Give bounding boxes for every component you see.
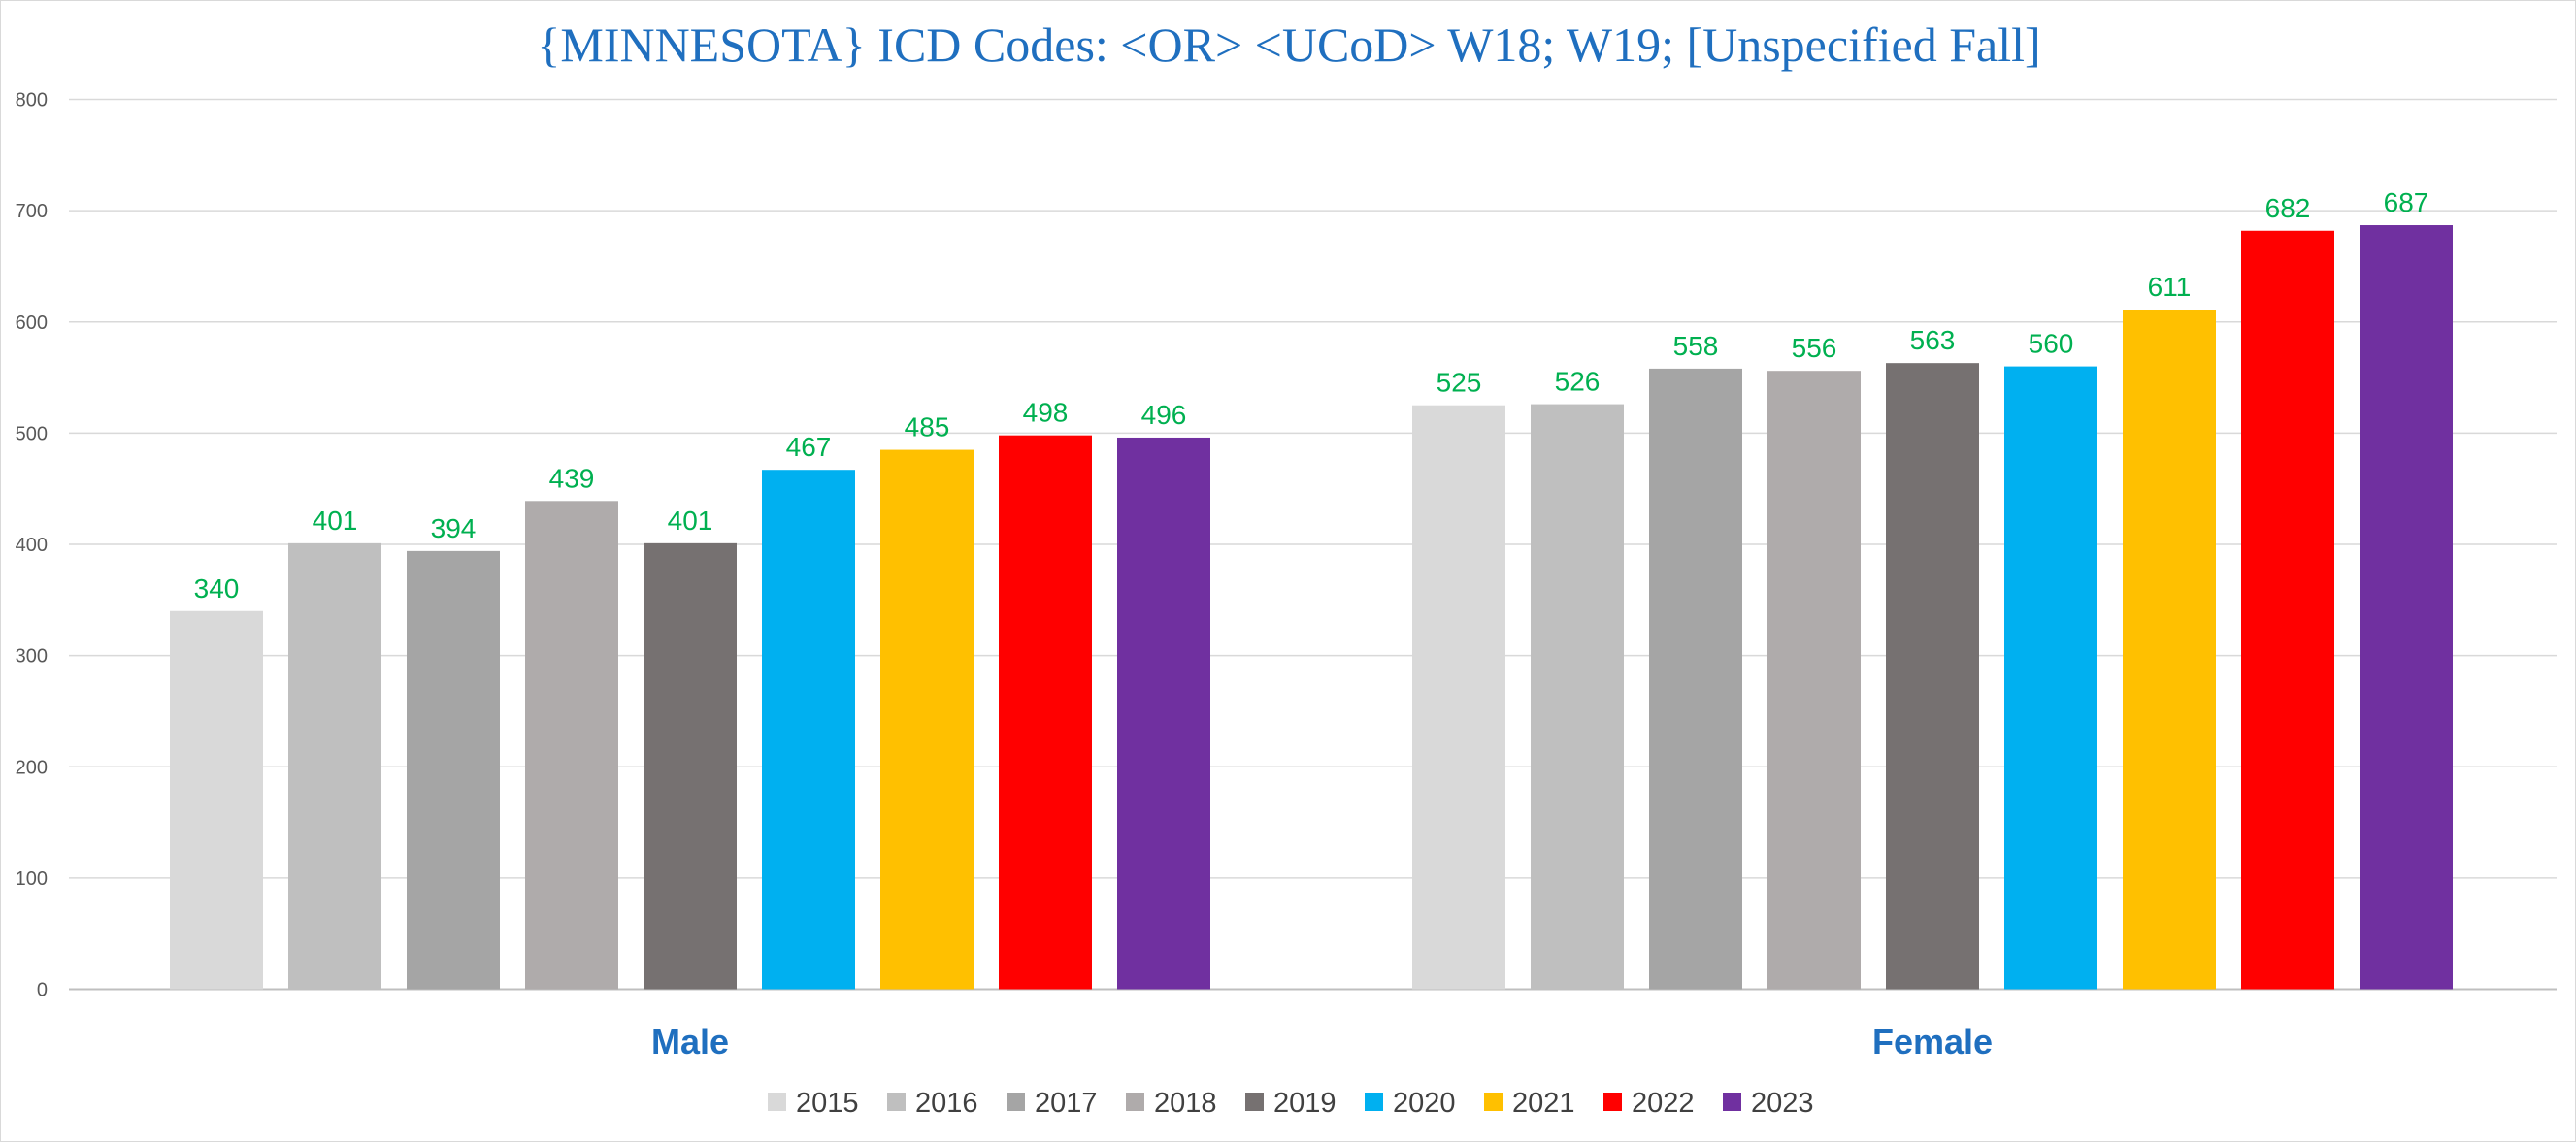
data-label-male-2015: 340 [194,573,240,604]
bar-female-2023 [2360,225,2453,990]
y-tick-label: 400 [16,535,48,556]
legend-swatch-2020 [1365,1093,1383,1111]
category-label-male: Male [651,1022,729,1061]
data-label-female-2021: 611 [2148,272,2192,302]
data-label-male-2020: 467 [786,432,832,462]
legend-label-2017: 2017 [1035,1088,1098,1119]
bar-male-2019 [644,542,737,990]
category-label-female: Female [1872,1022,1993,1061]
y-tick-label: 200 [16,757,48,778]
data-label-male-2016: 401 [313,506,358,536]
data-label-male-2023: 496 [1141,400,1187,430]
bar-female-2019 [1886,363,1979,990]
legend-swatch-2023 [1723,1093,1741,1111]
data-label-female-2015: 525 [1437,368,1482,398]
legend-swatch-2019 [1245,1093,1264,1111]
legend-swatch-2015 [768,1093,786,1111]
legend: 2015 2016 2017 2018 2019 2020 2021 2022 2023 [768,1088,1814,1119]
legend-swatch-2016 [887,1093,906,1111]
bar-male-2016 [288,542,381,990]
y-axis-ticks: 0 100 200 300 400 500 600 700 800 [16,90,48,1001]
bar-female-2021 [2123,310,2216,990]
y-tick-label: 300 [16,646,48,668]
legend-swatch-2018 [1126,1093,1144,1111]
legend-swatch-2021 [1484,1093,1503,1111]
bar-male-2018 [525,501,618,990]
data-label-female-2022: 682 [2265,193,2311,223]
bar-female-2016 [1531,404,1624,990]
data-label-female-2016: 526 [1555,367,1601,397]
legend-swatch-2022 [1603,1093,1622,1111]
bar-male-2017 [407,550,500,990]
bar-female-2022 [2241,230,2334,990]
legend-label-2020: 2020 [1393,1088,1456,1119]
legend-label-2019: 2019 [1273,1088,1337,1119]
data-label-female-2018: 556 [1792,333,1837,363]
data-label-male-2017: 394 [431,513,477,543]
bar-female-2015 [1412,405,1505,990]
bar-female-2017 [1649,368,1742,990]
data-label-male-2022: 498 [1023,398,1069,428]
bar-male-2022 [999,435,1092,990]
bar-male-2015 [170,610,263,990]
y-tick-label: 800 [16,90,48,112]
legend-label-2021: 2021 [1512,1088,1575,1119]
data-labels: 340 401 394 439 401 467 485 498 496 525 526 558 556 5… [194,187,2429,604]
data-label-male-2019: 401 [668,506,713,536]
legend-label-2023: 2023 [1751,1088,1814,1119]
legend-label-2016: 2016 [915,1088,978,1119]
legend-label-2022: 2022 [1632,1088,1695,1119]
y-tick-label: 0 [37,980,48,1001]
data-label-female-2020: 560 [2029,329,2074,359]
category-labels: Male Female [651,1022,1993,1061]
y-tick-label: 600 [16,312,48,334]
data-label-male-2021: 485 [905,412,950,442]
bar-male-2021 [880,449,974,990]
bar-female-2018 [1767,371,1861,990]
legend-swatch-2017 [1007,1093,1025,1111]
bars [170,225,2453,990]
y-tick-label: 100 [16,868,48,890]
data-label-female-2017: 558 [1673,331,1719,361]
bar-male-2023 [1117,437,1210,990]
y-tick-label: 500 [16,423,48,444]
data-label-female-2019: 563 [1910,325,1956,355]
bar-female-2020 [2004,366,2097,990]
chart-title: {MINNESOTA} ICD Codes: <OR> <UCoD> W18; … [537,17,2040,72]
bar-male-2020 [762,470,855,990]
legend-label-2015: 2015 [796,1088,859,1119]
y-tick-label: 700 [16,201,48,222]
data-label-male-2018: 439 [549,463,595,493]
legend-label-2018: 2018 [1154,1088,1217,1119]
data-label-female-2023: 687 [2384,187,2429,217]
